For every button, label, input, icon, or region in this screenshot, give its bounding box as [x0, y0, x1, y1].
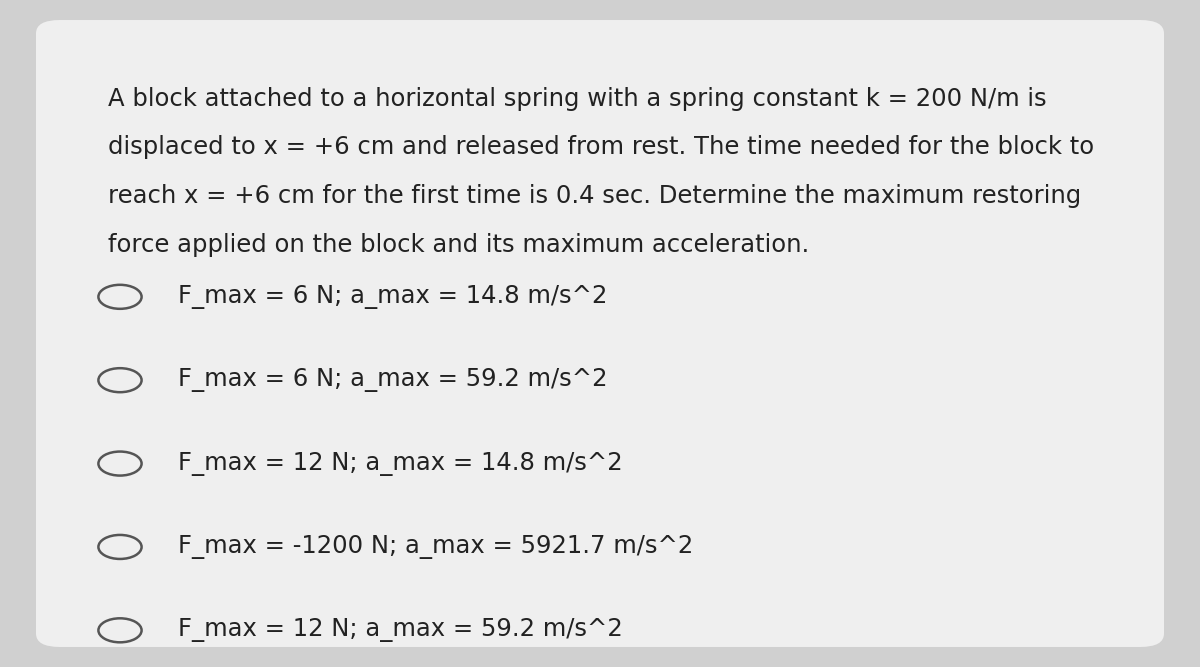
Text: F_max = 12 N; a_max = 59.2 m/s^2: F_max = 12 N; a_max = 59.2 m/s^2: [178, 618, 623, 642]
Text: F_max = 12 N; a_max = 14.8 m/s^2: F_max = 12 N; a_max = 14.8 m/s^2: [178, 452, 623, 476]
Text: F_max = 6 N; a_max = 14.8 m/s^2: F_max = 6 N; a_max = 14.8 m/s^2: [178, 285, 607, 309]
Text: A block attached to a horizontal spring with a spring constant k = 200 N/m is: A block attached to a horizontal spring …: [108, 87, 1046, 111]
FancyBboxPatch shape: [36, 20, 1164, 647]
Text: displaced to x = +6 cm and released from rest. The time needed for the block to: displaced to x = +6 cm and released from…: [108, 135, 1094, 159]
Text: F_max = -1200 N; a_max = 5921.7 m/s^2: F_max = -1200 N; a_max = 5921.7 m/s^2: [178, 535, 692, 559]
Text: force applied on the block and its maximum acceleration.: force applied on the block and its maxim…: [108, 233, 809, 257]
Text: reach x = +6 cm for the first time is 0.4 sec. Determine the maximum restoring: reach x = +6 cm for the first time is 0.…: [108, 184, 1081, 208]
Text: F_max = 6 N; a_max = 59.2 m/s^2: F_max = 6 N; a_max = 59.2 m/s^2: [178, 368, 607, 392]
